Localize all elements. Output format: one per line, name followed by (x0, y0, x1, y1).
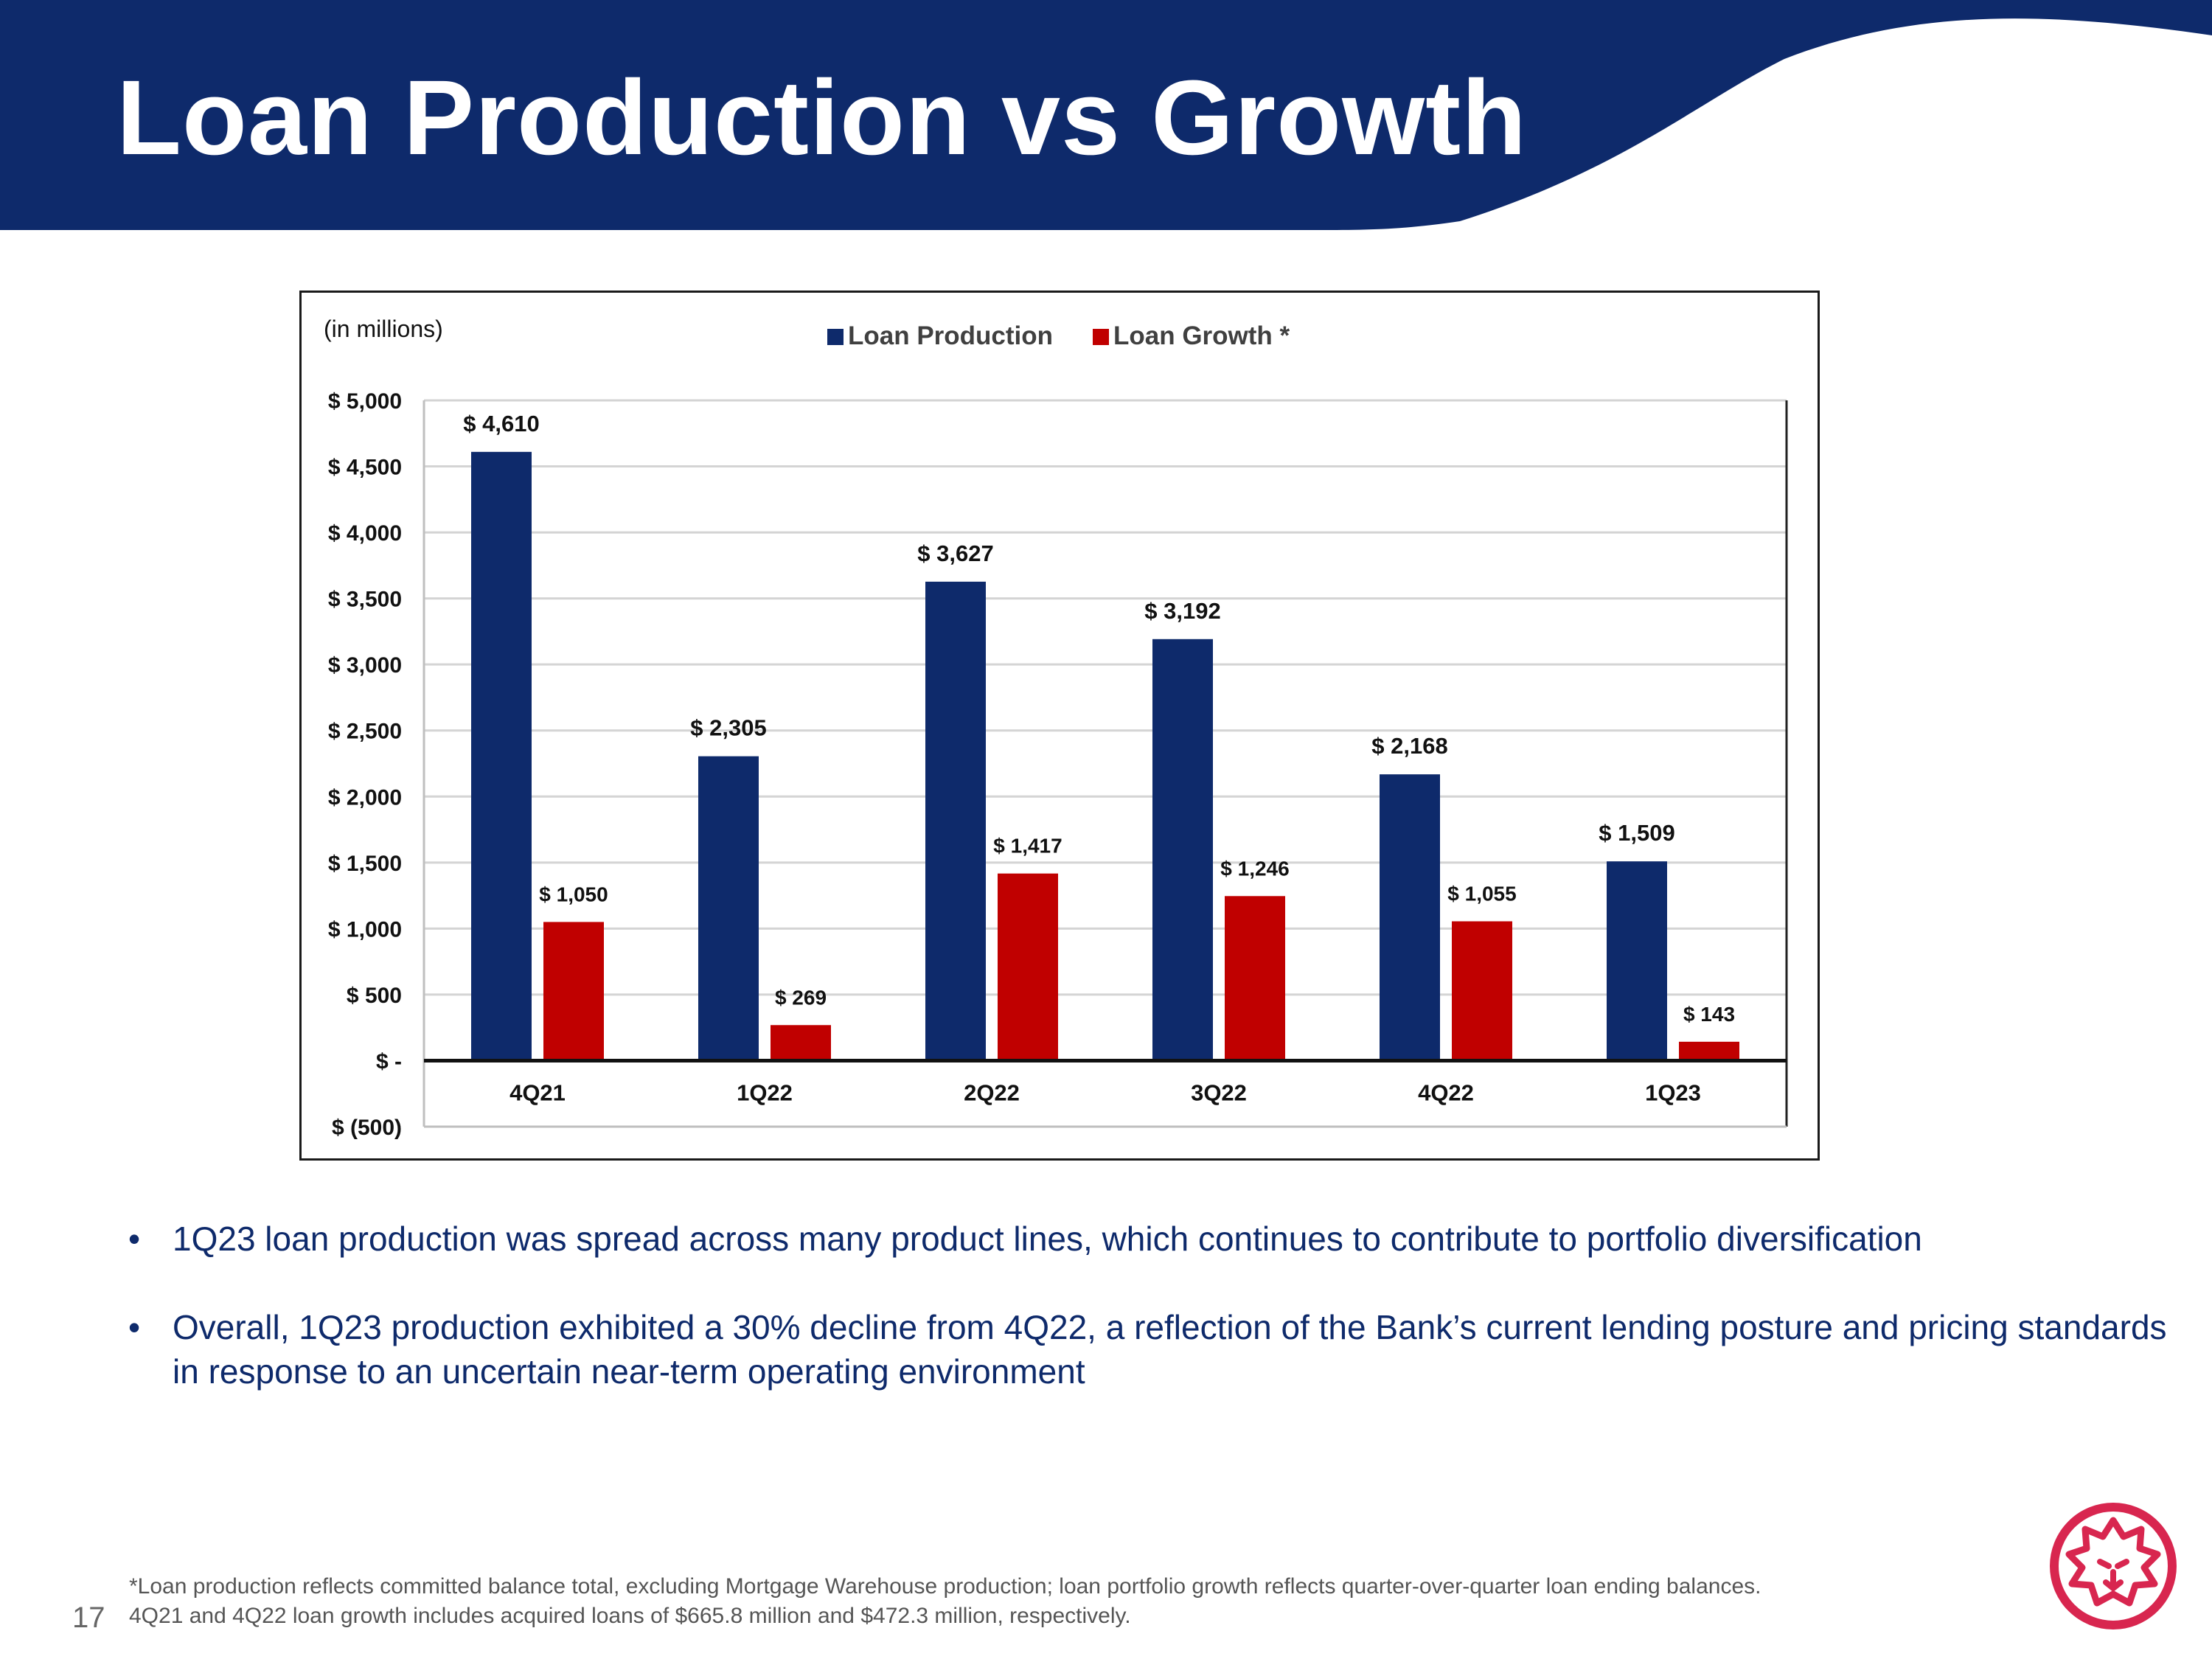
x-tick-label: 4Q21 (509, 1079, 566, 1105)
bar-loan-production (471, 451, 532, 1061)
x-tick-label: 1Q22 (737, 1079, 793, 1105)
data-label-loan-production: $ 2,305 (690, 715, 766, 741)
y-tick-label: $ 1,500 (328, 852, 402, 876)
bar-loan-production (698, 756, 759, 1061)
bar-loan-growth (1452, 921, 1512, 1061)
y-tick-label: $ - (376, 1049, 402, 1074)
bar-loan-growth (998, 873, 1058, 1061)
unit-note: (in millions) (324, 316, 443, 342)
bar-loan-production (925, 581, 986, 1061)
legend-label-loan-production: Loan Production (848, 321, 1053, 350)
y-tick-label: $ 4,000 (328, 521, 402, 546)
data-label-loan-growth: $ 1,055 (1447, 883, 1516, 905)
footnote: *Loan production reflects committed bala… (129, 1572, 2046, 1631)
legend-label-loan-growth: Loan Growth * (1113, 321, 1290, 350)
data-label-loan-growth: $ 269 (775, 986, 827, 1009)
y-tick-label: $ 1,000 (328, 917, 402, 942)
data-label-loan-growth: $ 1,246 (1220, 857, 1289, 880)
x-tick-label: 1Q23 (1645, 1079, 1701, 1105)
x-tick-label: 4Q22 (1418, 1079, 1474, 1105)
footnote-line-2: 4Q21 and 4Q22 loan growth includes acqui… (129, 1604, 1131, 1628)
y-tick-label: $ 500 (347, 984, 402, 1008)
bar-loan-growth (771, 1025, 831, 1061)
y-tick-label: $ 2,500 (328, 720, 402, 744)
chart-frame: (in millions) $ (500) $ - $ 500 $ 1,000 $ 1,5… (299, 291, 1820, 1161)
bullet-text: Overall, 1Q23 production exhibited a 30%… (173, 1308, 2167, 1391)
lion-head-icon (2050, 1503, 2177, 1630)
y-tick-label: $ 3,000 (328, 653, 402, 678)
y-tick-label: $ 4,500 (328, 456, 402, 480)
page-number: 17 (72, 1601, 105, 1634)
x-tick-label: 3Q22 (1191, 1079, 1247, 1105)
data-label-loan-growth: $ 1,050 (539, 883, 608, 905)
bullet-dot: • (128, 1308, 141, 1346)
bar-loan-growth (543, 922, 604, 1061)
data-label-loan-growth: $ 143 (1683, 1003, 1735, 1026)
y-tick-label: $ 2,000 (328, 785, 402, 810)
slide-title: Loan Production vs Growth (116, 58, 1528, 177)
legend-swatch-loan-growth (1093, 329, 1109, 345)
legend-swatch-loan-production (827, 329, 844, 345)
bar-chart: (in millions) $ (500) $ - $ 500 $ 1,000 $ 1,5… (324, 316, 1788, 1140)
bar-loan-production (1152, 639, 1213, 1061)
y-tick-label: $ (500) (332, 1116, 402, 1140)
data-label-loan-production: $ 1,509 (1599, 820, 1674, 846)
data-label-loan-production: $ 3,627 (917, 540, 993, 566)
y-tick-label: $ 5,000 (328, 389, 402, 414)
footnote-line-1: *Loan production reflects committed bala… (129, 1574, 1761, 1599)
y-tick-label: $ 3,500 (328, 588, 402, 612)
bar-loan-production (1607, 861, 1667, 1061)
data-label-loan-production: $ 3,192 (1144, 598, 1220, 624)
data-label-loan-production: $ 2,168 (1371, 733, 1447, 759)
bullet-item: • Overall, 1Q23 production exhibited a 30… (125, 1305, 2175, 1394)
bullet-item: • 1Q23 loan production was spread across … (125, 1217, 2175, 1261)
bar-loan-production (1380, 774, 1440, 1061)
bullet-text: 1Q23 loan production was spread across m… (173, 1220, 1922, 1258)
data-label-loan-production: $ 4,610 (463, 411, 539, 437)
bar-loan-growth (1225, 896, 1285, 1061)
bullet-list: • 1Q23 loan production was spread across … (125, 1217, 2175, 1438)
title-banner (0, 0, 2212, 230)
bullet-dot: • (128, 1220, 141, 1258)
bar-loan-growth (1679, 1041, 1739, 1061)
data-label-loan-growth: $ 1,417 (993, 835, 1062, 858)
x-tick-label: 2Q22 (964, 1079, 1020, 1105)
